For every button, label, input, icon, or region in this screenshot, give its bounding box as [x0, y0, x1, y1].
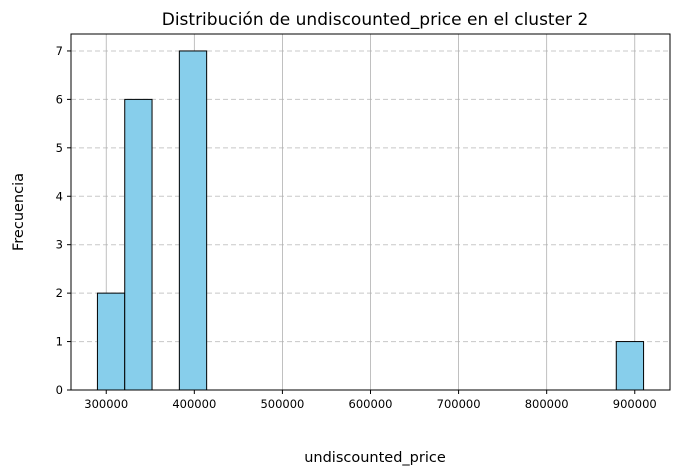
- histogram-bar: [178, 50, 208, 391]
- bars: [96, 50, 645, 391]
- x-axis-label: undiscounted_price: [304, 450, 446, 466]
- y-axis-ticks: 0 1 2 3 4 5 6 7: [56, 44, 71, 397]
- grid-lines: [71, 34, 670, 390]
- x-tick-label: 300000: [84, 397, 128, 411]
- chart-title: Distribución de undiscounted_price en el…: [162, 10, 589, 30]
- histogram-bar: [124, 98, 153, 391]
- y-tick-label: 6: [56, 92, 63, 106]
- y-tick-label: 4: [56, 189, 63, 203]
- y-tick-label: 3: [56, 238, 63, 252]
- y-tick-label: 7: [56, 44, 63, 58]
- x-tick-label: 400000: [172, 397, 216, 411]
- y-tick-label: 1: [56, 335, 63, 349]
- y-tick-label: 0: [56, 383, 63, 397]
- x-tick-label: 700000: [437, 397, 481, 411]
- x-axis-ticks: 300000 400000 500000 600000 700000 800000 9000…: [84, 390, 657, 411]
- y-tick-label: 5: [56, 141, 63, 155]
- x-tick-label: 800000: [525, 397, 569, 411]
- x-tick-label: 900000: [613, 397, 657, 411]
- y-tick-label: 2: [56, 286, 63, 300]
- x-tick-label: 600000: [349, 397, 393, 411]
- x-tick-label: 500000: [260, 397, 304, 411]
- y-axis-label: Frecuencia: [11, 173, 27, 251]
- histogram-bar: [615, 341, 645, 391]
- histogram-bar: [96, 292, 126, 391]
